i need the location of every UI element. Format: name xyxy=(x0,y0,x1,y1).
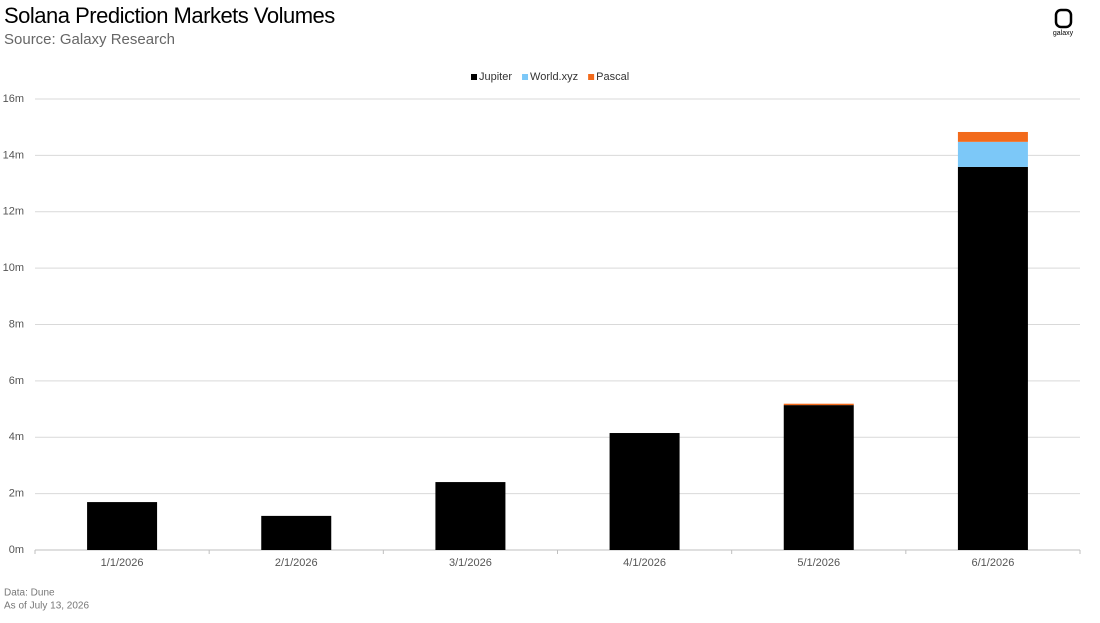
x-tick-label: 3/1/2026 xyxy=(449,557,492,569)
bar-segment xyxy=(957,131,1028,142)
logo-text: galaxy xyxy=(1053,30,1074,37)
legend-swatch xyxy=(471,74,477,80)
x-tick-label: 6/1/2026 xyxy=(972,557,1015,569)
y-tick-label: 10m xyxy=(3,262,24,274)
bar-segment xyxy=(609,433,680,550)
legend-label: Pascal xyxy=(596,71,629,83)
y-tick-label: 4m xyxy=(9,431,24,443)
bar-segment xyxy=(783,403,854,406)
y-tick-label: 12m xyxy=(3,206,24,218)
y-tick-label: 14m xyxy=(3,149,24,161)
chart-subtitle: Source: Galaxy Research xyxy=(4,31,175,48)
bar-segment xyxy=(957,141,1028,167)
bar-segment xyxy=(435,482,506,550)
y-tick-label: 0m xyxy=(9,544,24,556)
y-tick-label: 2m xyxy=(9,488,24,500)
legend-swatch xyxy=(588,74,595,80)
bar-segment xyxy=(783,405,854,550)
x-tick-label: 4/1/2026 xyxy=(623,557,666,569)
bar-segment xyxy=(261,515,332,550)
chart-title: Solana Prediction Markets Volumes xyxy=(4,3,335,28)
y-tick-label: 16m xyxy=(3,93,24,105)
legend-label: Jupiter xyxy=(479,71,512,83)
x-tick-label: 2/1/2026 xyxy=(275,557,318,569)
logo-icon xyxy=(1054,8,1073,29)
footnote: Data: Dune xyxy=(4,588,55,599)
x-tick-label: 5/1/2026 xyxy=(797,557,840,569)
y-tick-label: 8m xyxy=(9,318,24,330)
footnote: As of July 13, 2026 xyxy=(4,601,89,612)
legend-swatch xyxy=(522,74,529,80)
x-tick-label: 1/1/2026 xyxy=(101,557,144,569)
bar-segment xyxy=(957,166,1028,550)
bar-segment xyxy=(87,502,158,550)
y-tick-label: 6m xyxy=(9,375,24,387)
legend-label: World.xyz xyxy=(530,71,578,83)
